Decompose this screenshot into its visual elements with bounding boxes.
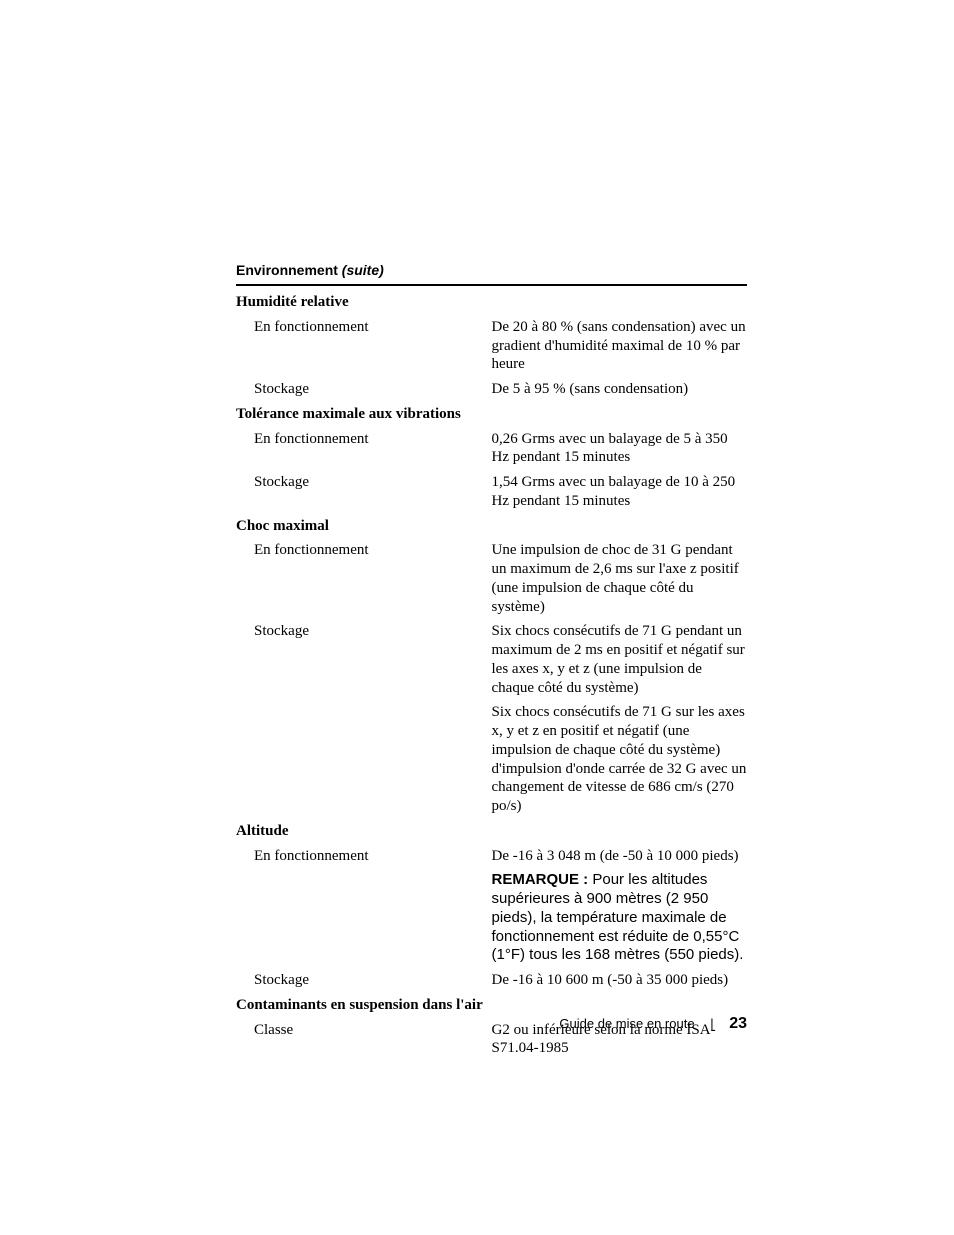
row-label: En fonctionnement: [236, 541, 492, 560]
section-title: Environnement (suite): [236, 262, 747, 282]
row-value: Six chocs consécutifs de 71 G pendant un…: [492, 619, 748, 700]
group-header-row: Choc maximal: [236, 514, 747, 539]
table-row: Stockage De -16 à 10 600 m (-50 à 35 000…: [236, 968, 747, 993]
section-title-suite: (suite): [342, 262, 384, 278]
table-row: En fonctionnement 0,26 Grms avec un bala…: [236, 427, 747, 471]
content-area: Environnement (suite) Humidité relative …: [236, 262, 747, 1061]
group-header-humidity: Humidité relative: [236, 290, 747, 315]
row-value: De -16 à 10 600 m (-50 à 35 000 pieds): [492, 968, 748, 993]
group-header-row: Altitude: [236, 819, 747, 844]
row-label: Stockage: [236, 473, 492, 492]
row-value: 1,54 Grms avec un balayage de 10 à 250 H…: [492, 470, 748, 514]
row-value: De 5 à 95 % (sans condensation): [492, 377, 748, 402]
group-header-vibration: Tolérance maximale aux vibrations: [236, 402, 747, 427]
table-row: En fonctionnement Une impulsion de choc …: [236, 538, 747, 619]
row-label: Stockage: [236, 380, 492, 399]
section-title-main: Environnement: [236, 262, 342, 278]
group-header-row: Humidité relative: [236, 290, 747, 315]
row-value: Six chocs consécutifs de 71 G sur les ax…: [492, 700, 748, 819]
group-header-shock: Choc maximal: [236, 514, 747, 539]
table-row: En fonctionnement De -16 à 3 048 m (de -…: [236, 844, 747, 869]
table-row: Stockage De 5 à 95 % (sans condensation): [236, 377, 747, 402]
row-value: 0,26 Grms avec un balayage de 5 à 350 Hz…: [492, 427, 748, 471]
row-label: En fonctionnement: [236, 430, 492, 449]
table-row: Six chocs consécutifs de 71 G sur les ax…: [236, 700, 747, 819]
table-row: REMARQUE : Pour les altitudes supérieure…: [236, 868, 747, 968]
row-label: Stockage: [236, 622, 492, 641]
group-header-contaminants: Contaminants en suspension dans l'air: [236, 993, 747, 1018]
altitude-note: REMARQUE : Pour les altitudes supérieure…: [492, 868, 748, 968]
group-header-altitude: Altitude: [236, 819, 747, 844]
table-row: En fonctionnement De 20 à 80 % (sans con…: [236, 315, 747, 377]
table-row: Stockage 1,54 Grms avec un balayage de 1…: [236, 470, 747, 514]
row-value: De -16 à 3 048 m (de -50 à 10 000 pieds): [492, 844, 748, 869]
footer-separator: |: [710, 1016, 713, 1031]
footer-page-number: 23: [729, 1015, 747, 1032]
row-label: En fonctionnement: [236, 318, 492, 337]
note-label: REMARQUE :: [492, 871, 593, 888]
spec-table: Humidité relative En fonctionnement De 2…: [236, 290, 747, 1061]
page-footer: Guide de mise en route | 23: [236, 1015, 747, 1033]
divider-top: [236, 284, 747, 286]
row-label: En fonctionnement: [236, 847, 492, 866]
row-value: Une impulsion de choc de 31 G pendant un…: [492, 538, 748, 619]
row-value: De 20 à 80 % (sans condensation) avec un…: [492, 315, 748, 377]
group-header-row: Tolérance maximale aux vibrations: [236, 402, 747, 427]
table-row: Stockage Six chocs consécutifs de 71 G p…: [236, 619, 747, 700]
footer-doc-title: Guide de mise en route: [559, 1016, 694, 1031]
group-header-row: Contaminants en suspension dans l'air: [236, 993, 747, 1018]
row-label: Stockage: [236, 971, 492, 990]
